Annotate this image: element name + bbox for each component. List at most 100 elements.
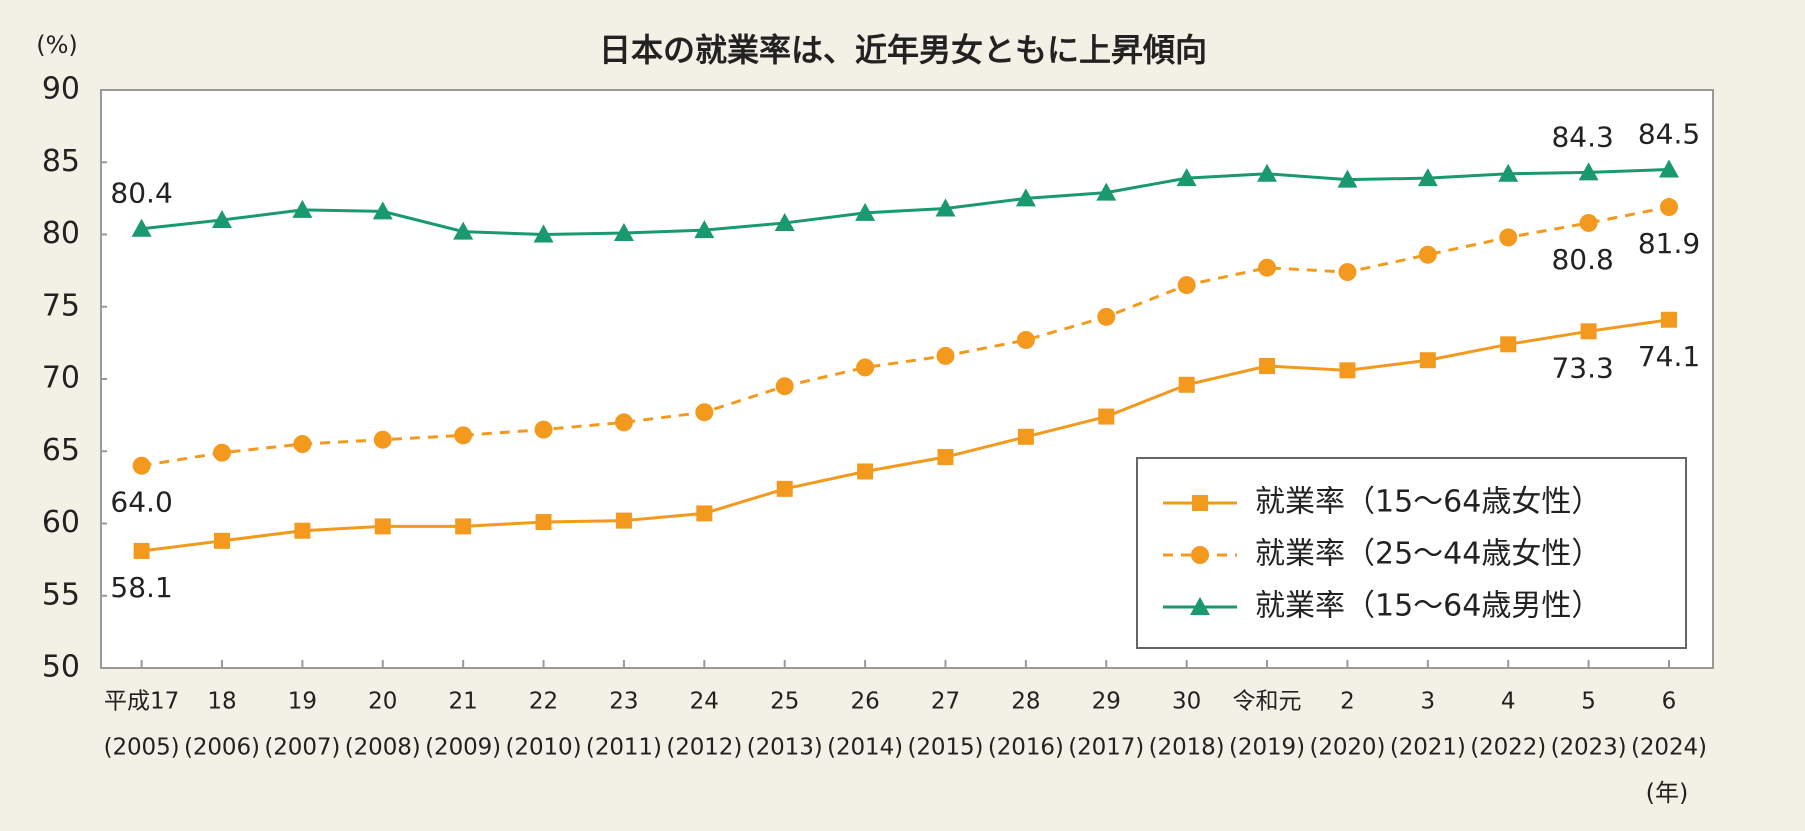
y-axis-label: (%) [36,31,78,59]
marker [132,456,151,475]
marker [695,403,714,422]
marker [1337,169,1358,188]
value-label: 58.1 [110,571,172,604]
y-tick-label: 65 [42,433,80,468]
x-tick-label: 28 [1011,689,1040,715]
marker [293,435,312,454]
marker [133,542,150,559]
marker [1580,323,1597,340]
y-tick-label: 60 [42,505,80,540]
marker [455,518,472,535]
marker [1499,228,1518,247]
x-tick-label: (2017) [1068,735,1144,761]
marker [1498,163,1519,182]
x-tick-label: (2024) [1631,735,1707,761]
value-label: 84.3 [1551,120,1613,153]
marker [1259,357,1276,374]
value-label: 81.9 [1638,227,1700,260]
y-tick-label: 80 [42,216,80,251]
marker [1016,330,1035,349]
marker [131,218,152,237]
marker [454,426,473,445]
y-tick-label: 50 [42,650,80,685]
marker [1177,276,1196,295]
marker [936,346,955,365]
y-tick-label: 75 [42,288,80,323]
marker [1190,597,1210,615]
marker [1659,159,1679,178]
x-tick-label: 4 [1501,689,1516,715]
x-tick-label: (2007) [264,735,340,761]
legend-box [1136,457,1687,649]
marker [1257,163,1278,182]
marker [1579,213,1598,232]
x-tick-label: (2010) [506,735,582,761]
x-tick-label: 30 [1172,689,1201,715]
marker [856,358,875,377]
marker [535,514,552,531]
marker [1096,182,1117,201]
legend-label: 就業率（15～64歳女性） [1255,485,1601,520]
x-tick-label: 21 [449,689,478,715]
x-tick-label: 22 [529,689,558,715]
x-tick-label: (2011) [586,735,662,761]
marker [1191,546,1209,564]
x-tick-label: (2006) [184,735,260,761]
marker [1015,188,1036,207]
marker [1418,245,1437,264]
x-tick-label: 18 [207,689,236,715]
x-tick-label: (2012) [666,735,742,761]
value-label: 74.1 [1638,340,1700,373]
marker [453,221,474,240]
marker [1192,495,1208,511]
marker [292,199,313,218]
marker [374,518,391,535]
x-tick-label: 29 [1092,689,1121,715]
marker [1339,362,1356,379]
chart-title: 日本の就業率は、近年男女ともに上昇傾向 [599,31,1207,69]
x-tick-label: 27 [931,689,960,715]
marker [613,223,634,242]
x-tick-label: (2014) [827,735,903,761]
legend-label: 就業率（25～44歳女性） [1255,537,1601,572]
value-label: 64.0 [110,486,172,519]
marker [1097,307,1116,326]
x-tick-label: (2015) [907,735,983,761]
marker [1176,168,1197,187]
marker [533,224,554,243]
marker [372,201,393,220]
x-tick-label: 23 [609,689,638,715]
marker [534,420,553,439]
x-tick-label: 3 [1421,689,1436,715]
marker [1338,263,1357,282]
x-tick-label: (2018) [1149,735,1225,761]
x-tick-label: 25 [770,689,799,715]
marker [1500,336,1517,353]
marker [212,443,231,462]
marker [855,202,876,221]
x-tick-label: 5 [1581,689,1596,715]
x-tick-label: 6 [1662,689,1677,715]
marker [696,505,713,522]
marker [1178,376,1195,393]
marker [776,480,793,497]
x-tick-label: (2008) [345,735,421,761]
marker [1258,258,1277,277]
x-tick-label: 20 [368,689,397,715]
marker [1661,311,1677,328]
marker [373,430,392,449]
x-tick-label: (2022) [1470,735,1546,761]
marker [1098,408,1115,425]
value-label: 80.8 [1551,243,1613,276]
marker [211,210,232,229]
marker [1578,162,1599,181]
x-tick-label: (2013) [747,735,823,761]
x-tick-label: 24 [690,689,719,715]
x-tick-label: (2016) [988,735,1064,761]
y-tick-label: 90 [42,72,80,107]
legend-label: 就業率（15～64歳男性） [1255,589,1601,624]
marker [775,377,794,396]
series-line [141,318,1670,553]
value-label: 73.3 [1551,351,1613,384]
marker [774,212,795,231]
